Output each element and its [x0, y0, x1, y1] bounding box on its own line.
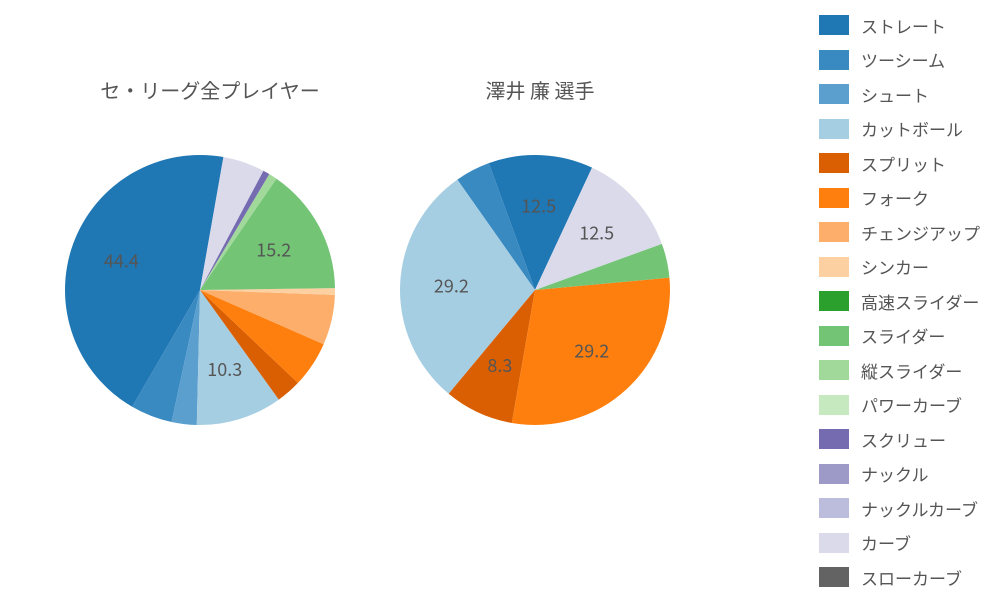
legend-item: ツーシーム [819, 43, 980, 78]
legend-item: ナックル [819, 457, 980, 492]
legend-swatch [819, 119, 849, 139]
legend-item: カーブ [819, 526, 980, 561]
legend-item: スクリュー [819, 422, 980, 457]
legend-label: ナックルカーブ [861, 496, 978, 521]
legend-label: フォーク [861, 185, 929, 210]
legend-item: チェンジアップ [819, 215, 980, 250]
legend-label: スクリュー [861, 427, 946, 452]
legend-swatch [819, 153, 849, 173]
legend-item: 縦スライダー [819, 353, 980, 388]
legend-label: ツーシーム [861, 47, 945, 72]
legend: ストレートツーシームシュートカットボールスプリットフォークチェンジアップシンカー… [819, 8, 980, 595]
slice-label: 15.2 [256, 236, 291, 262]
legend-label: シュート [861, 82, 929, 107]
legend-swatch [819, 50, 849, 70]
legend-item: スローカーブ [819, 560, 980, 595]
legend-item: カットボール [819, 112, 980, 147]
legend-swatch [819, 291, 849, 311]
legend-item: スライダー [819, 319, 980, 354]
legend-swatch [819, 188, 849, 208]
legend-swatch [819, 498, 849, 518]
slice-label: 10.3 [207, 356, 242, 382]
legend-label: シンカー [861, 254, 929, 279]
legend-swatch [819, 567, 849, 587]
legend-item: スプリット [819, 146, 980, 181]
slice-label: 8.3 [487, 352, 512, 378]
legend-item: シンカー [819, 250, 980, 285]
legend-swatch [819, 395, 849, 415]
slice-label: 29.2 [574, 338, 609, 364]
legend-label: スライダー [861, 323, 945, 348]
legend-swatch [819, 84, 849, 104]
legend-item: 高速スライダー [819, 284, 980, 319]
legend-swatch [819, 464, 849, 484]
legend-swatch [819, 15, 849, 35]
slice-label: 29.2 [434, 273, 469, 299]
legend-label: カットボール [861, 116, 963, 141]
slice-label: 12.5 [579, 219, 614, 245]
legend-item: シュート [819, 77, 980, 112]
legend-label: ストレート [861, 13, 946, 38]
legend-item: パワーカーブ [819, 388, 980, 423]
legend-swatch [819, 326, 849, 346]
legend-swatch [819, 360, 849, 380]
legend-swatch [819, 222, 849, 242]
legend-label: パワーカーブ [861, 392, 962, 417]
slice-label: 44.4 [104, 247, 139, 273]
legend-swatch [819, 533, 849, 553]
legend-item: ナックルカーブ [819, 491, 980, 526]
legend-item: フォーク [819, 181, 980, 216]
legend-label: ナックル [861, 461, 929, 486]
slice-label: 12.5 [521, 192, 556, 218]
figure-root: { "colors": { "background": "#ffffff", "… [0, 0, 1000, 600]
legend-label: 高速スライダー [861, 289, 979, 314]
legend-swatch [819, 257, 849, 277]
legend-swatch [819, 429, 849, 449]
legend-label: スローカーブ [861, 565, 962, 590]
legend-label: カーブ [861, 530, 911, 555]
legend-label: スプリット [861, 151, 946, 176]
legend-item: ストレート [819, 8, 980, 43]
legend-label: 縦スライダー [861, 358, 962, 383]
legend-label: チェンジアップ [861, 220, 980, 245]
